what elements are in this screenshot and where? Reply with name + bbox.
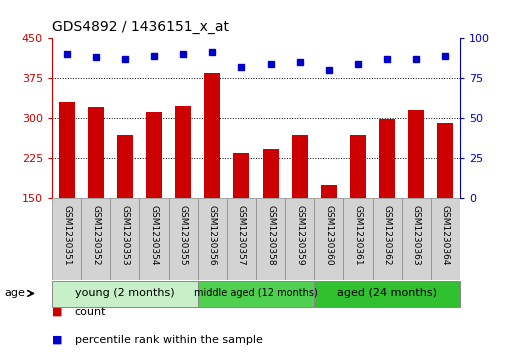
Bar <box>88 107 104 198</box>
Bar <box>285 198 314 280</box>
Bar <box>256 198 285 280</box>
Text: GSM1230356: GSM1230356 <box>208 205 217 265</box>
Bar <box>139 198 169 280</box>
Bar <box>343 198 372 280</box>
Bar <box>52 281 198 307</box>
Text: GSM1230351: GSM1230351 <box>62 205 71 265</box>
Bar <box>227 198 256 280</box>
Bar <box>379 119 395 198</box>
Bar <box>146 111 162 198</box>
Bar <box>198 281 314 307</box>
Bar <box>321 185 337 198</box>
Text: GSM1230360: GSM1230360 <box>324 205 333 265</box>
Bar <box>169 198 198 280</box>
Text: GSM1230352: GSM1230352 <box>91 205 100 265</box>
Text: GSM1230364: GSM1230364 <box>441 205 450 265</box>
Bar <box>233 153 249 198</box>
Bar <box>117 135 133 198</box>
Bar <box>402 198 431 280</box>
Text: GSM1230362: GSM1230362 <box>383 205 392 265</box>
Bar <box>81 198 110 280</box>
Bar <box>292 135 308 198</box>
Bar <box>52 198 81 280</box>
Bar <box>437 123 454 198</box>
Bar <box>408 110 424 198</box>
Text: percentile rank within the sample: percentile rank within the sample <box>75 335 263 345</box>
Bar <box>198 198 227 280</box>
Text: GSM1230363: GSM1230363 <box>412 205 421 265</box>
Text: aged (24 months): aged (24 months) <box>337 289 437 298</box>
Bar <box>350 135 366 198</box>
Text: GSM1230357: GSM1230357 <box>237 205 246 265</box>
Text: GSM1230353: GSM1230353 <box>120 205 130 265</box>
Text: ■: ■ <box>52 335 62 345</box>
Text: count: count <box>75 307 106 317</box>
Text: GSM1230358: GSM1230358 <box>266 205 275 265</box>
Bar <box>314 281 460 307</box>
Text: age: age <box>4 289 25 298</box>
Bar <box>372 198 402 280</box>
Text: GDS4892 / 1436151_x_at: GDS4892 / 1436151_x_at <box>52 20 229 34</box>
Bar <box>314 198 343 280</box>
Text: GSM1230354: GSM1230354 <box>149 205 158 265</box>
Bar <box>431 198 460 280</box>
Text: GSM1230355: GSM1230355 <box>179 205 187 265</box>
Text: young (2 months): young (2 months) <box>75 289 175 298</box>
Bar <box>204 73 220 198</box>
Bar <box>110 198 139 280</box>
Text: middle aged (12 months): middle aged (12 months) <box>194 289 318 298</box>
Text: GSM1230359: GSM1230359 <box>295 205 304 265</box>
Text: ■: ■ <box>52 307 62 317</box>
Bar <box>58 102 75 198</box>
Text: GSM1230361: GSM1230361 <box>354 205 363 265</box>
Bar <box>175 106 191 198</box>
Bar <box>263 149 278 198</box>
